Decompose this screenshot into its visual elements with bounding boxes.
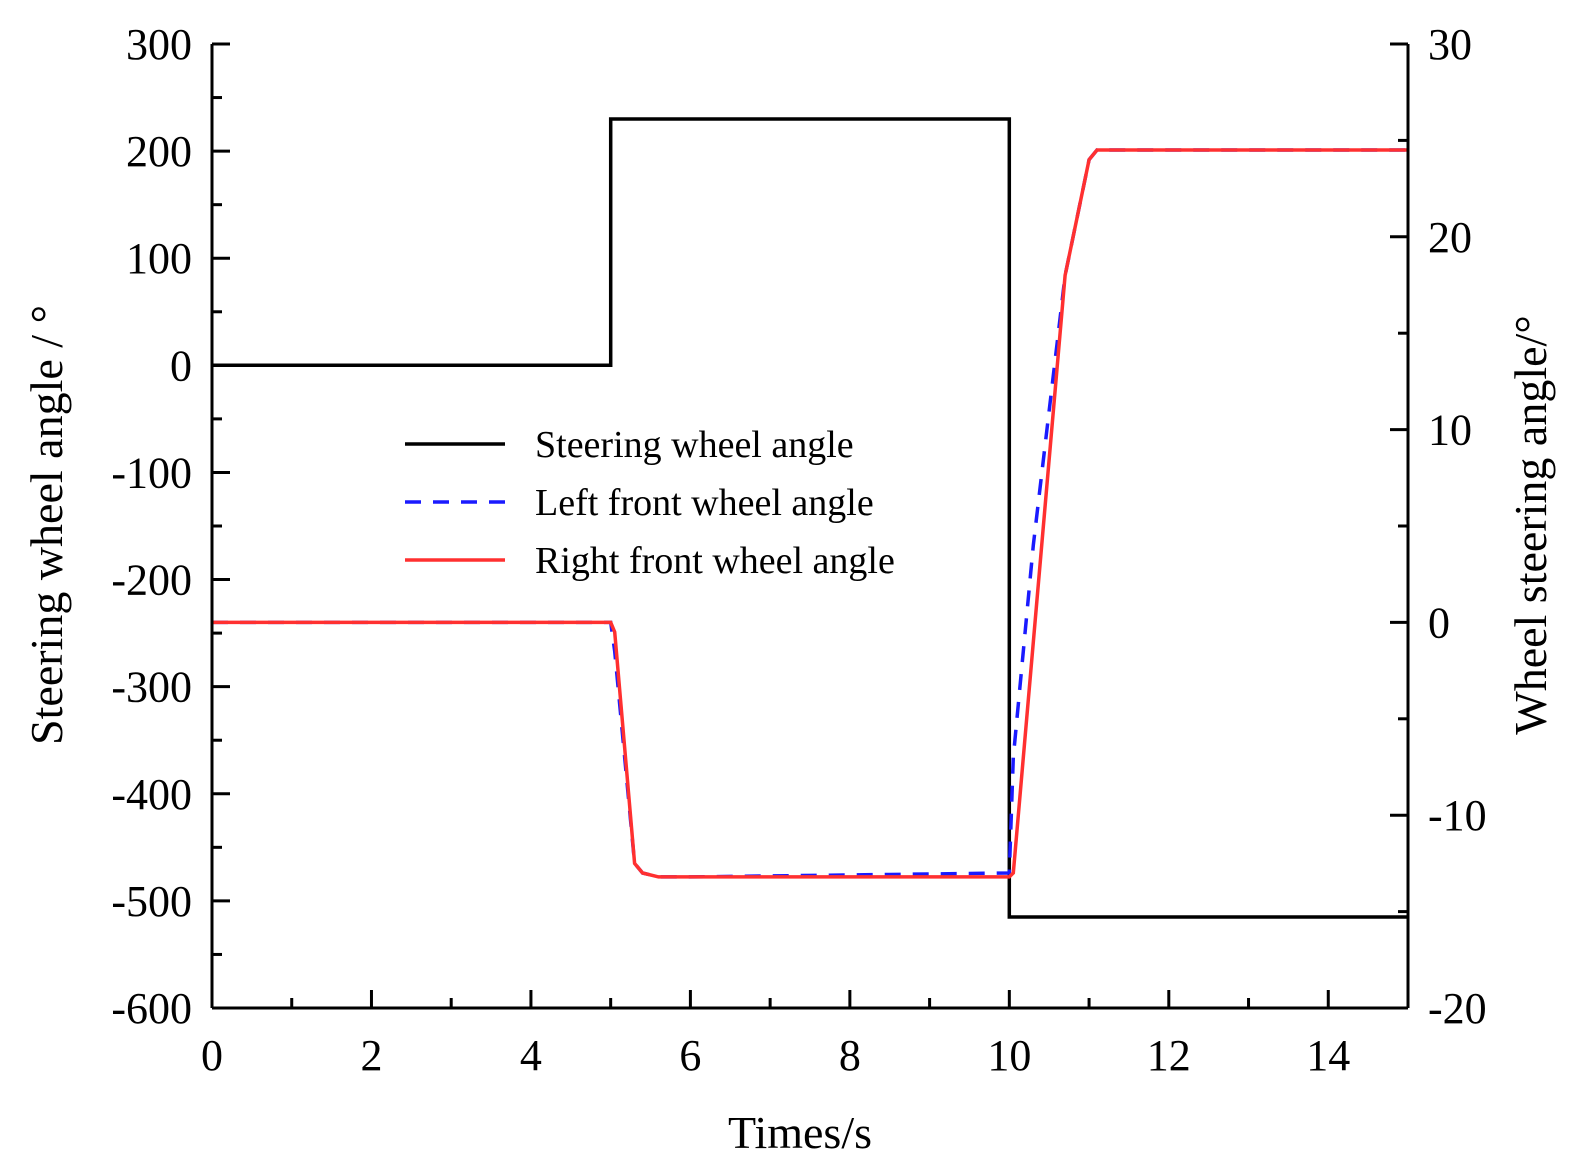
y-tick-label-right: -10 [1428,791,1487,840]
legend-label-2: Right front wheel angle [535,540,895,582]
y-axis-title-left: Steering wheel angle / ° [21,305,72,745]
x-tick-label: 6 [679,1031,701,1080]
y-tick-label-left: 0 [170,341,192,390]
y-tick-label-right: 10 [1428,406,1472,455]
x-tick-label: 2 [360,1031,382,1080]
series-line-0 [212,117,1408,919]
y-axis-title-right: Wheel steering angle/° [1505,315,1556,734]
y-tick-label-left: -500 [111,877,192,926]
x-tick-label: 14 [1306,1031,1350,1080]
y-tick-label-left: -100 [111,448,192,497]
y-tick-label-left: 200 [126,127,192,176]
axes-layer: 0 2 4 6 8 10 12 14-600-500-400-300-200-10001002… [111,20,1486,1080]
x-tick-label: 12 [1147,1031,1191,1080]
y-tick-label-left: 300 [126,20,192,69]
y-tick-label-right: 0 [1428,598,1450,647]
series-layer [212,117,1408,919]
y-tick-label-left: -600 [111,984,192,1033]
y-tick-label-left: 100 [126,234,192,283]
x-axis-title: Times/s [728,1107,872,1158]
x-tick-label: 10 [987,1031,1031,1080]
y-tick-label-left: -400 [111,770,192,819]
series-line-2 [212,148,1408,879]
x-tick-label: 0 [201,1031,223,1080]
y-tick-label-left: -300 [111,663,192,712]
y-tick-label-right: 30 [1428,20,1472,69]
x-tick-label: 8 [839,1031,861,1080]
x-tick-label: 4 [520,1031,542,1080]
y-tick-label-right: 20 [1428,213,1472,262]
legend: Steering wheel angle Left front wheel ang… [405,424,895,582]
legend-label-1: Left front wheel angle [535,482,874,524]
y-tick-label-left: -200 [111,556,192,605]
y-tick-label-right: -20 [1428,984,1487,1033]
legend-label-0: Steering wheel angle [535,424,854,466]
